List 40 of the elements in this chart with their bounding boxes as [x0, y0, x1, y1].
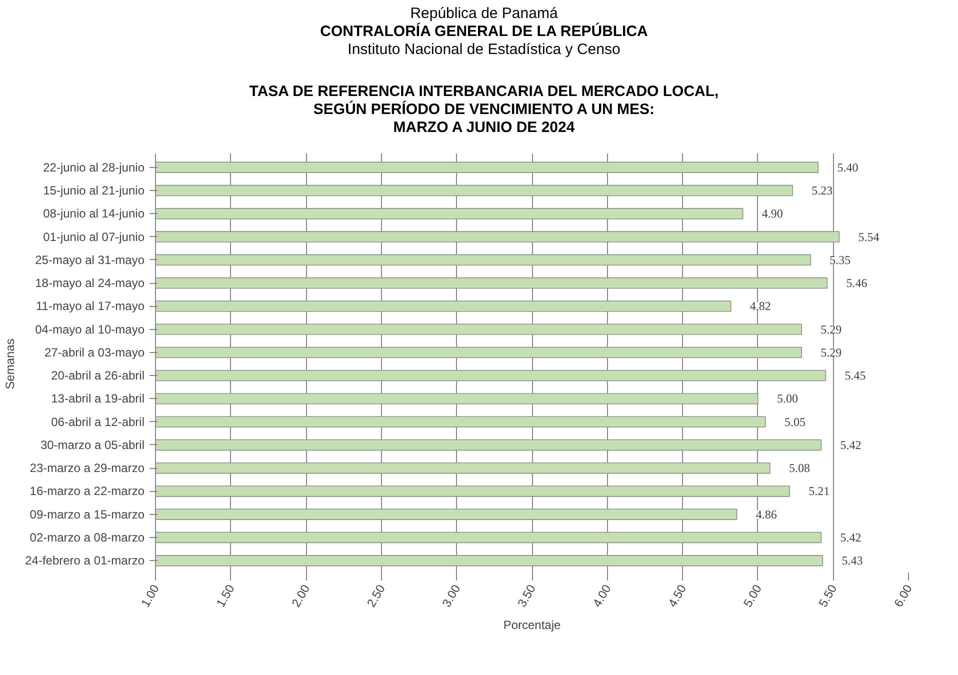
y-tick-label: 22-junio al 28-junio [43, 160, 145, 174]
y-tick-label: 23-marzo a 29-marzo [30, 461, 145, 476]
data-label: 4.82 [750, 299, 771, 314]
y-tick-label: 30-marzo a 05-abril [40, 438, 144, 452]
data-label: 5.08 [789, 461, 810, 476]
data-label: 5.43 [842, 554, 863, 568]
chart-subtitle: República de Panamá CONTRALORÍA GENERAL DE LA REPÚBLICA Instituto Nacional de Estadística y Censo [320, 5, 648, 59]
data-label: 4.86 [756, 507, 777, 522]
y-tick-label: 15-junio al 21-junio [43, 184, 145, 198]
y-tick-label: 11-mayo al 17-mayo [36, 299, 145, 314]
y-tick-label: 04-mayo al 10-mayo [35, 322, 145, 336]
y-tick-label: 24-febrero a 01-marzo [25, 554, 145, 568]
x-axis-title: Porcentaje [503, 618, 562, 632]
data-label: 5.46 [846, 276, 868, 290]
chart-title: TASA DE REFERENCIA INTERBANCARIA DEL MERCADO LOCAL, SEGÚN PERÍODO DE VENCIMIENTO A UN MES: MARZO A JUNIO DE 2024 [249, 83, 719, 137]
y-tick-label: 18-mayo al 24-mayo [35, 276, 145, 290]
data-label: 5.21 [808, 484, 830, 498]
y-tick-label: 27-abril a 03-mayo [44, 345, 145, 360]
y-tick-label: 01-junio al 07-junio [43, 230, 145, 244]
y-tick-label: 13-abril a 19-abril [51, 392, 145, 406]
y-tick-label: 02-marzo a 08-marzo [30, 530, 145, 544]
data-label: 5.29 [820, 345, 842, 360]
data-label: 4.90 [762, 206, 783, 221]
data-label: 5.54 [858, 230, 880, 244]
y-axis-title: Semanas [3, 338, 18, 390]
y-tick-label: 25-mayo al 31-mayo [35, 252, 145, 267]
data-label: 5.23 [812, 184, 833, 198]
y-tick-label: 08-junio al 14-junio [43, 206, 145, 221]
data-label: 5.40 [837, 160, 858, 174]
data-label: 5.42 [840, 438, 862, 452]
data-label: 5.05 [784, 414, 806, 429]
y-tick-label: 06-abril a 12-abril [51, 414, 145, 429]
data-label: 5.35 [830, 252, 851, 267]
y-tick-label: 09-marzo a 15-marzo [30, 507, 145, 522]
data-label: 5.00 [776, 392, 798, 406]
data-label: 5.45 [844, 368, 866, 383]
data-label: 5.29 [820, 322, 842, 336]
y-tick-label: 16-marzo a 22-marzo [30, 484, 145, 498]
y-tick-label: 20-abril a 26-abril [51, 368, 145, 383]
data-label: 5.42 [840, 530, 862, 544]
